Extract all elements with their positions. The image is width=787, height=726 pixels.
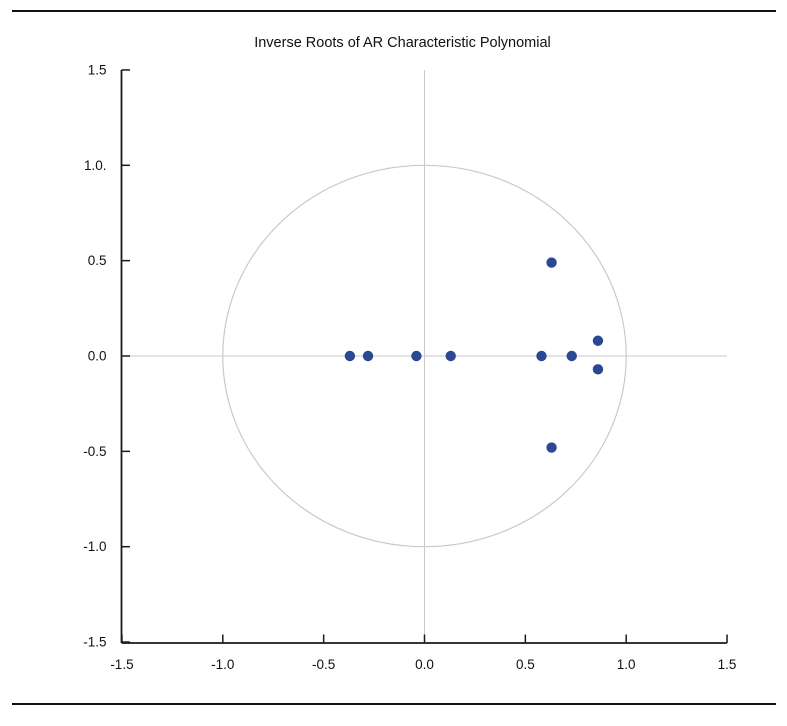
top-rule <box>12 10 776 12</box>
x-tick-label: 1.0 <box>617 657 636 672</box>
x-tick-label: 1.5 <box>718 657 737 672</box>
x-tick-label: -1.0 <box>211 657 234 672</box>
data-point <box>592 335 604 346</box>
chart-title: Inverse Roots of AR Characteristic Polyn… <box>254 35 551 51</box>
y-tick-label: 1.5 <box>88 62 107 77</box>
x-tick-label: -0.5 <box>312 657 335 672</box>
x-tick-label: 0.5 <box>516 657 535 672</box>
data-point <box>445 350 456 362</box>
y-tick-label: -1.0 <box>83 539 106 554</box>
data-point <box>411 350 422 362</box>
data-point <box>344 350 356 362</box>
x-tick-label: -1.5 <box>110 657 133 672</box>
data-point <box>546 257 557 268</box>
x-tick-label: 0.0 <box>415 657 434 672</box>
unit-circle <box>222 164 627 548</box>
data-point <box>536 350 547 362</box>
data-point <box>566 350 577 362</box>
y-tick-label: 1.0. <box>84 158 107 173</box>
data-point <box>546 442 557 453</box>
y-tick-label: -1.5 <box>83 635 106 650</box>
y-tick-label: -0.5 <box>83 444 106 459</box>
y-tick-label: 0.5 <box>88 253 107 268</box>
y-tick-label: 0.0 <box>88 349 107 364</box>
bottom-rule <box>12 703 776 705</box>
data-point <box>592 364 604 375</box>
data-point <box>362 350 374 362</box>
